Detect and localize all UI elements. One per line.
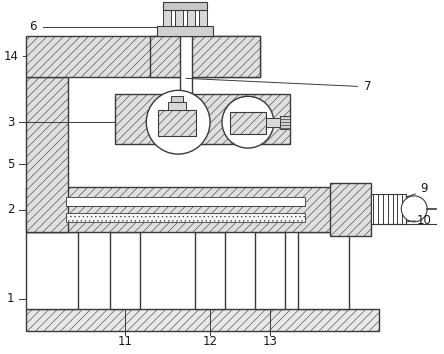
Bar (171, 96, 183, 102)
Bar (26, 35, 260, 78)
Text: 12: 12 (202, 335, 218, 348)
Text: 3: 3 (7, 116, 15, 129)
Text: 6: 6 (29, 20, 36, 33)
Bar (280, 116, 290, 129)
Text: 13: 13 (262, 335, 277, 348)
Bar (230, 112, 266, 134)
Bar (26, 232, 78, 309)
Bar (163, 10, 171, 25)
Bar (180, 35, 192, 132)
Bar (187, 10, 195, 25)
Bar (329, 183, 372, 236)
Bar (199, 10, 207, 25)
Bar (175, 10, 183, 25)
Bar (157, 25, 213, 35)
Bar (372, 194, 406, 224)
Bar (168, 102, 186, 110)
Circle shape (222, 96, 274, 148)
Bar (26, 309, 379, 331)
Bar (66, 213, 305, 222)
Text: 7: 7 (364, 80, 371, 93)
Bar (111, 232, 140, 309)
Text: 10: 10 (417, 214, 432, 227)
Bar (150, 35, 260, 78)
Text: 2: 2 (7, 203, 15, 216)
Text: 9: 9 (420, 182, 428, 195)
Bar (66, 197, 305, 206)
Bar (297, 232, 349, 309)
Text: 11: 11 (118, 335, 133, 348)
Bar (26, 187, 354, 232)
Bar (195, 232, 225, 309)
Text: 14: 14 (4, 50, 18, 63)
Bar (115, 94, 290, 144)
Text: 5: 5 (7, 158, 15, 171)
Bar (255, 232, 285, 309)
Circle shape (147, 90, 210, 154)
Circle shape (401, 196, 427, 222)
Bar (266, 118, 280, 127)
Text: 1: 1 (7, 292, 15, 305)
Bar (26, 78, 67, 232)
Bar (163, 2, 207, 10)
Bar (158, 110, 196, 136)
